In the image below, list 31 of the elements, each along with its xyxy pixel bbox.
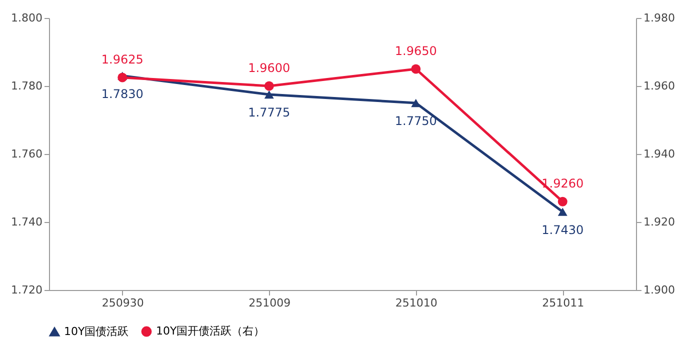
point — [411, 98, 421, 108]
x-tick-label: 251009 — [248, 296, 291, 310]
data-label: 1.7430 — [542, 222, 584, 237]
point — [264, 90, 274, 99]
y-tick-label: 1.740 — [11, 216, 42, 228]
y2-tick-label: 1.980 — [644, 12, 675, 24]
point — [411, 64, 421, 74]
data-label: 1.9650 — [394, 44, 437, 58]
point — [558, 196, 568, 206]
point — [118, 72, 128, 82]
point — [264, 81, 274, 91]
y-tick-label: 1.780 — [11, 80, 42, 92]
data-label: 1.9260 — [542, 176, 584, 191]
legend-label: 10Y国开债活跃（右） — [156, 324, 265, 338]
x-tick-label: 251011 — [542, 296, 584, 310]
y2-tick-label: 1.920 — [644, 216, 675, 228]
y-tick-label: 1.760 — [11, 148, 42, 160]
legend-label: 10Y国债活跃 — [64, 324, 129, 338]
data-label: 1.9625 — [101, 52, 144, 66]
data-label: 1.7775 — [248, 106, 290, 120]
y-tick-label: 1.720 — [11, 284, 42, 296]
y2-tick-label: 1.940 — [644, 148, 675, 160]
y-tick-label: 1.800 — [11, 12, 42, 24]
data-label: 1.7830 — [101, 86, 144, 101]
y2-tick-label: 1.960 — [644, 80, 675, 92]
x-tick-label: 251010 — [395, 296, 438, 310]
data-label: 1.9600 — [248, 61, 290, 75]
point — [558, 208, 568, 216]
y2-tick-label: 1.900 — [644, 284, 675, 296]
data-label: 1.7750 — [394, 114, 437, 128]
x-tick-label: 250930 — [102, 296, 144, 310]
